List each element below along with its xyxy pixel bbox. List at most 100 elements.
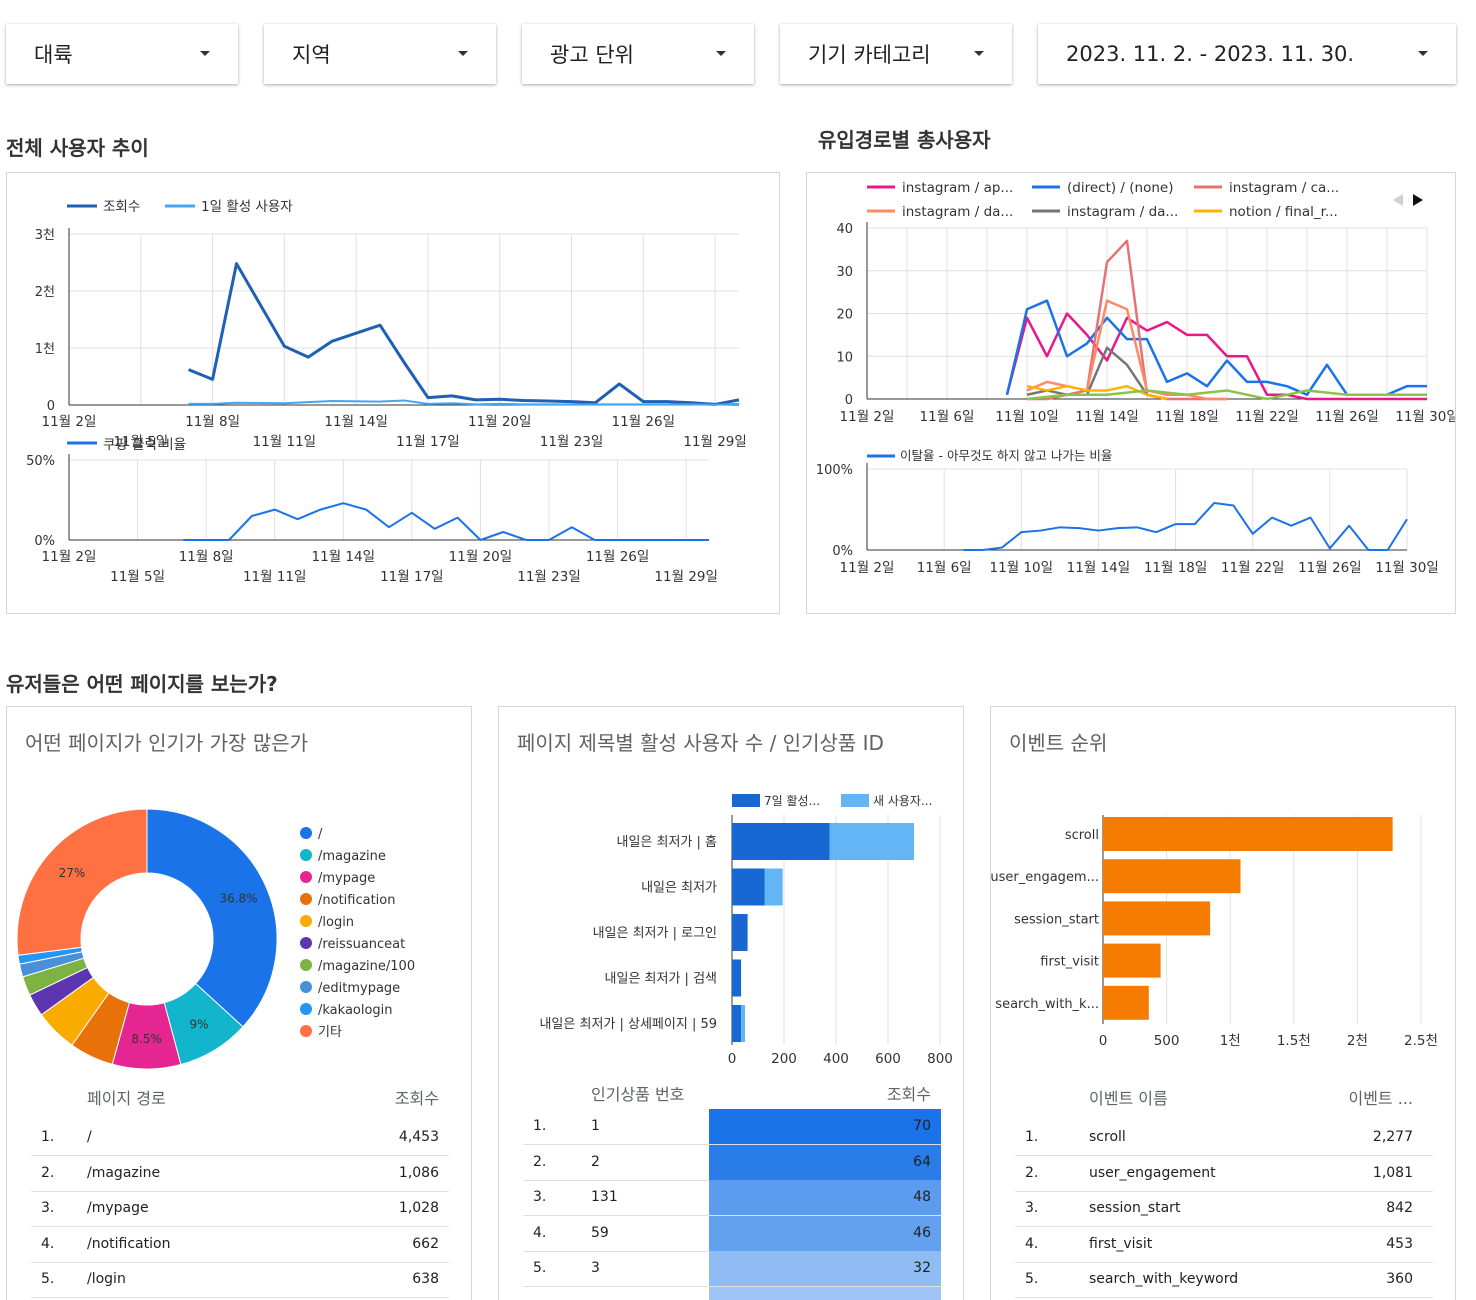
product-views-header[interactable]: 조회수 xyxy=(886,1085,931,1104)
legend-label: / xyxy=(318,827,323,842)
series-line xyxy=(1005,312,1427,401)
x-tick-label: 11월 17일 xyxy=(380,569,444,585)
product-id-header[interactable]: 인기상품 번호 xyxy=(591,1085,685,1104)
region-filter[interactable]: 지역 xyxy=(264,24,496,84)
table-row[interactable] xyxy=(523,1287,941,1300)
legend-label: instagram / ca... xyxy=(1229,180,1339,196)
table-cell-views: 70 xyxy=(913,1118,931,1134)
slice-label: 9% xyxy=(189,1017,208,1031)
table-row[interactable]: 2. 2 64 xyxy=(523,1144,941,1181)
x-tick-label: 11월 10일 xyxy=(990,560,1054,576)
legend-dot xyxy=(300,827,312,839)
bar xyxy=(732,959,742,997)
table-row[interactable]: 2. user_engagement 1,081 xyxy=(1015,1156,1433,1192)
heatmap-cell-bg xyxy=(709,1251,941,1287)
legend-label: 쿠팡 클릭 비율 xyxy=(103,437,186,453)
x-tick-label: 11월 2일 xyxy=(840,560,895,576)
x-tick-label: 11월 20일 xyxy=(449,549,513,565)
x-tick-label: 600 xyxy=(875,1051,901,1067)
legend-swatch xyxy=(732,794,760,807)
table-row[interactable]: 5. 3 32 xyxy=(523,1251,941,1288)
legend-label: /magazine/100 xyxy=(318,959,415,974)
dropdown-arrow-icon xyxy=(1418,51,1428,56)
legend-dot xyxy=(300,959,312,971)
x-tick-label: 11월 29일 xyxy=(654,569,718,585)
device-category-filter[interactable]: 기기 카테고리 xyxy=(780,24,1012,84)
popular-pages-title: 어떤 페이지가 인기가 가장 많은가 xyxy=(25,731,309,755)
event-count-header[interactable]: 이벤트 ... xyxy=(1348,1089,1413,1108)
table-cell-name: first_visit xyxy=(1089,1235,1153,1252)
legend-dot xyxy=(300,1025,312,1037)
series-line xyxy=(188,262,740,406)
x-tick-label: 11월 26일 xyxy=(1315,409,1379,425)
event-name-header[interactable]: 이벤트 이름 xyxy=(1089,1089,1168,1108)
table-row[interactable]: 3. 131 48 xyxy=(523,1180,941,1217)
table-row[interactable]: 5. /login 638 xyxy=(31,1262,449,1299)
table-row[interactable]: 4. /notification 662 xyxy=(31,1227,449,1263)
event-rank-title: 이벤트 순위 xyxy=(1009,731,1108,755)
ad-unit-filter[interactable]: 광고 단위 xyxy=(522,24,754,84)
bar-category-label: 내일은 최저가 | 상세페이지 | 59 xyxy=(539,1017,717,1032)
x-tick-label: 11월 14일 xyxy=(1067,560,1131,576)
table-cell-views: 4,453 xyxy=(398,1129,439,1145)
table-row[interactable]: 3. /mypage 1,028 xyxy=(31,1191,449,1228)
legend-label: instagram / da... xyxy=(1067,204,1178,220)
table-row[interactable]: 1. 1 70 xyxy=(523,1109,941,1145)
legend-label: /magazine xyxy=(318,849,386,864)
series-line xyxy=(188,399,740,406)
continent-filter[interactable]: 대륙 xyxy=(6,24,238,84)
table-row[interactable]: 3. session_start 842 xyxy=(1015,1191,1433,1228)
table-cell-name: session_start xyxy=(1089,1200,1181,1217)
y-tick-label: 0 xyxy=(47,399,55,414)
table-row[interactable]: 4. 59 46 xyxy=(523,1215,941,1252)
x-tick-label: 11월 30일 xyxy=(1375,560,1439,576)
x-tick-label: 2천 xyxy=(1347,1033,1368,1049)
legend-next-icon[interactable] xyxy=(1413,194,1423,206)
table-row[interactable]: 4. first_visit 453 xyxy=(1015,1227,1433,1263)
table-row[interactable]: 2. /magazine 1,086 xyxy=(31,1156,449,1192)
table-cell-rank: 1. xyxy=(1025,1129,1039,1145)
date-range-label: 2023. 11. 2. - 2023. 11. 30. xyxy=(1066,42,1355,66)
table-row[interactable]: 1. scroll 2,277 xyxy=(1015,1120,1433,1156)
table-row[interactable]: 1. / 4,453 xyxy=(31,1120,449,1156)
table-cell-rank: 1. xyxy=(41,1129,55,1145)
legend-label: 7일 활성... xyxy=(764,794,820,808)
product-panel: 페이지 제목별 활성 사용자 수 / 인기상품 ID 7일 활성... 새 사용자… xyxy=(498,706,964,1300)
table-cell-views: 32 xyxy=(913,1260,931,1277)
table-cell-count: 360 xyxy=(1386,1271,1413,1288)
x-tick-label: 1천 xyxy=(1220,1033,1241,1049)
table-cell-views: 46 xyxy=(913,1224,931,1241)
legend-label: (direct) / (none) xyxy=(1067,180,1173,196)
bar-category-label: search_with_k... xyxy=(995,997,1099,1012)
x-tick-label: 11월 2일 xyxy=(42,414,97,430)
x-tick-label: 11월 8일 xyxy=(179,549,234,565)
page-path-header[interactable]: 페이지 경로 xyxy=(87,1089,166,1108)
table-cell-rank: 3. xyxy=(41,1200,55,1217)
bar xyxy=(764,868,783,906)
legend-dot xyxy=(300,893,312,905)
dropdown-arrow-icon xyxy=(974,51,984,56)
table-cell-id: 3 xyxy=(591,1260,600,1277)
x-tick-label: 11월 2일 xyxy=(840,409,895,425)
y-tick-label: 1천 xyxy=(35,342,55,357)
series-line xyxy=(1026,384,1168,401)
x-tick-label: 11월 23일 xyxy=(540,434,604,450)
legend-label: 기타 xyxy=(318,1025,342,1040)
table-row[interactable]: 5. search_with_keyword 360 xyxy=(1015,1262,1433,1299)
series-line xyxy=(963,502,1408,551)
y-tick-label: 30 xyxy=(836,265,853,280)
legend-dot xyxy=(300,1003,312,1015)
page-views-header[interactable]: 조회수 xyxy=(394,1089,439,1108)
table-cell-rank: 5. xyxy=(1025,1271,1039,1288)
table-cell-path: /magazine xyxy=(87,1164,161,1181)
x-tick-label: 11월 14일 xyxy=(324,414,388,430)
event-rank-panel: 이벤트 순위 0 500 1천 1.5천 2천 2.5천 scroll user_engage… xyxy=(990,706,1456,1300)
legend-prev-icon[interactable] xyxy=(1393,194,1403,206)
heatmap-cell-bg xyxy=(709,1215,941,1251)
series-line xyxy=(1026,389,1427,401)
y-tick-label: 0% xyxy=(34,534,55,549)
legend-label: /login xyxy=(318,915,354,930)
y-tick-label: 20 xyxy=(836,308,853,323)
event-rank-chart: 0 500 1천 1.5천 2천 2.5천 scroll user_engagem...ses… xyxy=(991,815,1438,1049)
date-range-picker[interactable]: 2023. 11. 2. - 2023. 11. 30. xyxy=(1038,24,1456,84)
